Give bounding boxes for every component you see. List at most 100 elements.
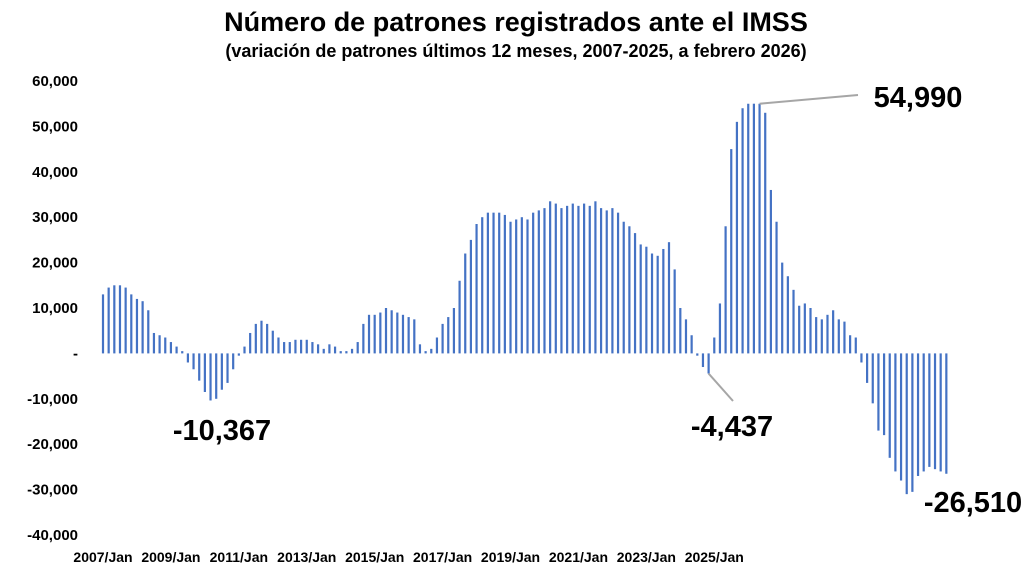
bar — [209, 353, 212, 401]
bar — [701, 353, 705, 368]
bar — [673, 269, 676, 354]
bar — [594, 201, 597, 354]
x-tick-label: 2009/Jan — [141, 549, 200, 565]
bar — [656, 255, 659, 354]
x-axis-ticks: 2007/Jan 2009/Jan 2011/Jan 2013/Jan 2015/Jan… — [73, 549, 743, 565]
y-tick-label: - — [73, 345, 78, 362]
bar — [543, 208, 546, 354]
callout-leaders — [707, 94, 859, 402]
bar — [362, 323, 365, 354]
bar — [373, 314, 376, 354]
bar — [175, 346, 178, 354]
y-tick-label: 20,000 — [32, 255, 78, 272]
bar — [339, 351, 342, 354]
bar — [667, 242, 671, 354]
bar — [503, 214, 506, 354]
bar — [775, 221, 778, 354]
bar — [192, 353, 195, 370]
bar — [401, 314, 405, 354]
x-tick-label: 2007/Jan — [73, 549, 132, 565]
bar — [945, 353, 948, 474]
bar — [237, 353, 240, 356]
bar — [616, 212, 620, 354]
bar — [741, 108, 744, 354]
x-tick-label: 2023/Jan — [617, 549, 676, 565]
bar — [899, 353, 903, 481]
bar — [101, 294, 105, 354]
bar — [509, 221, 512, 354]
bar — [537, 210, 540, 354]
bar — [809, 308, 812, 354]
bar — [888, 353, 891, 458]
bar — [769, 189, 772, 354]
bar — [469, 239, 472, 354]
bar — [413, 319, 416, 354]
bar — [894, 353, 897, 472]
x-tick-label: 2025/Jan — [685, 549, 744, 565]
bar — [452, 308, 456, 354]
bar — [464, 253, 467, 354]
bar — [158, 335, 161, 354]
bar — [283, 342, 286, 354]
bar — [854, 337, 857, 354]
bar — [786, 276, 789, 354]
y-tick-label: -20,000 — [27, 436, 78, 453]
bar — [633, 233, 637, 354]
bar — [141, 301, 144, 354]
bar — [254, 323, 257, 354]
bar — [599, 208, 603, 354]
bar — [113, 285, 116, 354]
bar — [124, 287, 127, 354]
y-tick-label: -40,000 — [27, 527, 78, 544]
bar — [639, 244, 642, 354]
x-tick-label: 2017/Jan — [413, 549, 472, 565]
bar — [492, 212, 495, 354]
bar — [441, 323, 444, 354]
bar — [458, 280, 461, 354]
bar — [849, 335, 852, 354]
bar — [481, 217, 484, 354]
bar — [860, 353, 863, 363]
bar — [135, 298, 139, 354]
bar — [333, 346, 337, 354]
bar — [583, 203, 586, 354]
bar — [905, 353, 908, 495]
bar — [928, 353, 931, 467]
bar — [611, 208, 614, 354]
bar — [475, 224, 478, 354]
bar — [515, 219, 518, 354]
bar — [384, 308, 388, 354]
bar — [379, 312, 382, 354]
bar — [911, 353, 914, 492]
bar — [152, 332, 156, 354]
bar — [684, 319, 688, 354]
bar — [526, 219, 529, 354]
bar — [696, 353, 699, 356]
bar — [792, 289, 795, 354]
bar — [350, 348, 354, 354]
bar — [322, 348, 325, 354]
bar — [345, 351, 348, 354]
bar — [305, 339, 308, 354]
bar — [577, 205, 580, 354]
bar — [820, 319, 823, 354]
bar — [650, 253, 654, 354]
bar — [622, 221, 625, 354]
bar — [764, 112, 767, 354]
bar — [815, 317, 818, 354]
bar — [532, 212, 535, 354]
bar — [249, 332, 252, 354]
bar — [877, 353, 880, 431]
bar — [560, 208, 563, 354]
bar — [220, 353, 223, 390]
bar — [300, 339, 303, 354]
bar — [266, 323, 269, 354]
x-tick-label: 2013/Jan — [277, 549, 336, 565]
callout-label: -26,510 — [924, 487, 1022, 519]
y-tick-label: 10,000 — [32, 300, 78, 317]
x-tick-label: 2019/Jan — [481, 549, 540, 565]
bar — [328, 344, 331, 354]
bar — [645, 246, 648, 354]
bar — [871, 353, 874, 404]
